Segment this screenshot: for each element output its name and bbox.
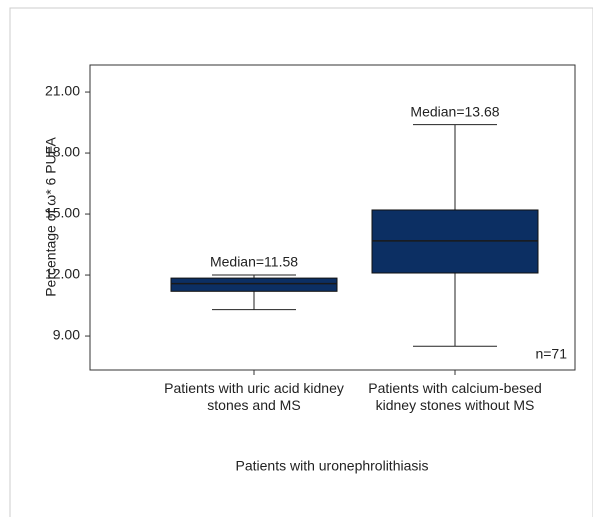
y-tick-label: 12.00 bbox=[45, 266, 80, 282]
y-tick-label: 18.00 bbox=[45, 144, 80, 160]
y-tick-label: 9.00 bbox=[53, 327, 80, 343]
x-axis-label: Patients with uronephrolithiasis bbox=[236, 458, 429, 474]
x-tick-label: Patients with uric acid kidney stones an… bbox=[164, 380, 344, 413]
y-axis-label: Percentage of ω* 6 PUFA bbox=[43, 137, 59, 297]
x-tick-label: Patients with calcium-besed kidney stone… bbox=[368, 380, 542, 413]
y-tick-label: 21.00 bbox=[45, 83, 80, 99]
box bbox=[170, 277, 338, 292]
frame bbox=[9, 7, 593, 517]
y-tick-label: 15.00 bbox=[45, 205, 80, 221]
n-label: n=71 bbox=[535, 346, 567, 362]
median-annotation: Median=13.68 bbox=[410, 103, 499, 119]
median-annotation: Median=11.58 bbox=[210, 254, 298, 270]
plot-area bbox=[89, 64, 576, 371]
